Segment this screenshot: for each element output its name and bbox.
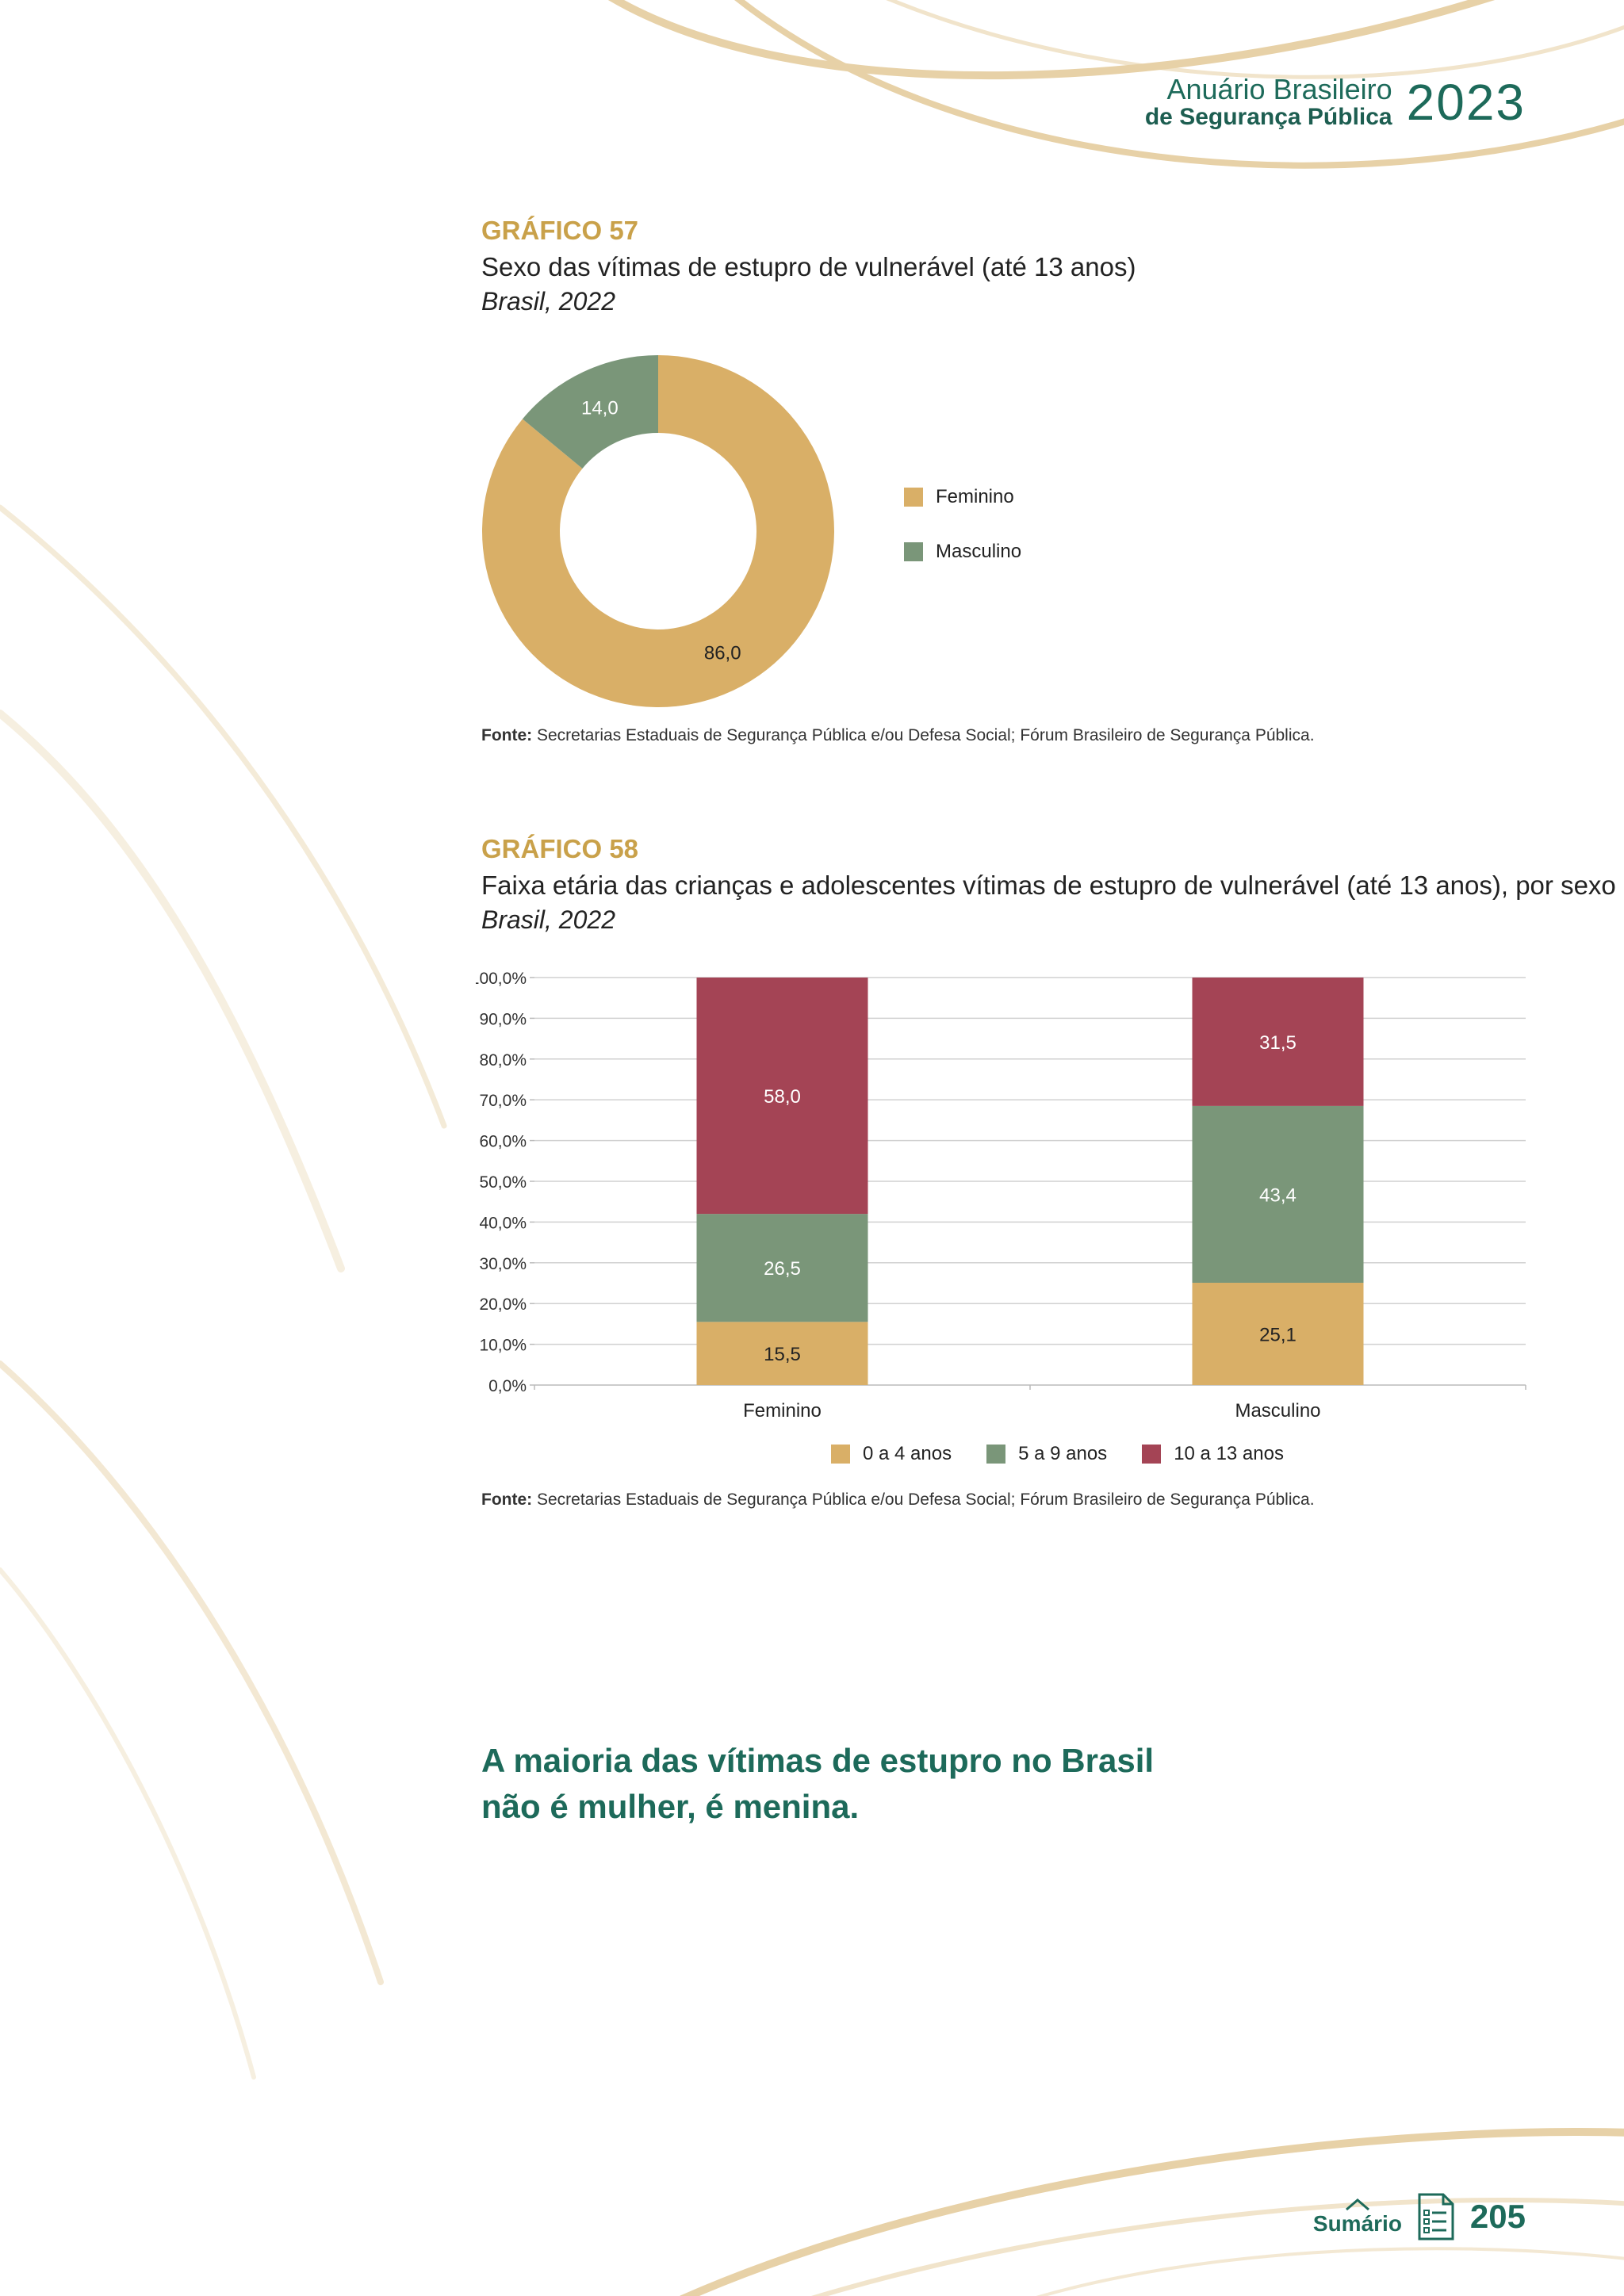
bar-label-masculino-0: 25,1: [1259, 1324, 1297, 1345]
graf58-label: GRÁFICO 58: [481, 834, 639, 863]
graf57-title: Sexo das vítimas de estupro de vulneráve…: [481, 252, 1136, 281]
brand-text: Anuário Brasileiro de Segurança Pública: [1145, 75, 1392, 129]
bar-label-masculino-2: 31,5: [1259, 1032, 1297, 1054]
legend-label-feminino: Feminino: [936, 486, 1014, 507]
bar-segment-masculino-1: [1192, 1105, 1364, 1283]
y-tick-label: 10,0%: [479, 1337, 527, 1355]
quote-line2: não é mulher, é menina.: [481, 1788, 860, 1825]
donut-label-feminino: 86,0: [704, 643, 741, 664]
quote-line1: A maioria das vítimas de estupro no Bras…: [481, 1742, 1155, 1779]
y-tick-label: 100,0%: [476, 970, 527, 988]
source-text: Secretarias Estaduais de Segurança Públi…: [532, 1490, 1315, 1509]
bar-segment-feminino-0: [696, 1322, 868, 1385]
legend-item-masculino: Masculino: [904, 538, 1021, 565]
y-tick-label: 30,0%: [479, 1255, 527, 1273]
chevron-up-icon: [1345, 2198, 1369, 2211]
legend-swatch-5-9: [986, 1445, 1006, 1464]
bar-legend: 0 a 4 anos 5 a 9 anos 10 a 13 anos: [831, 1443, 1284, 1465]
legend-label-0-4: 0 a 4 anos: [863, 1443, 952, 1464]
bar-segment-masculino-2: [1192, 978, 1364, 1106]
bar-segment-feminino-1: [696, 1214, 868, 1322]
source-label: Fonte:: [481, 1490, 533, 1509]
legend-item-0-4: 0 a 4 anos: [831, 1443, 952, 1465]
legend-item-feminino: Feminino: [904, 484, 1021, 511]
y-tick-label: 40,0%: [479, 1214, 527, 1232]
donut-chart: 86,0 14,0: [482, 355, 834, 707]
sumario-label: Sumário: [1312, 2211, 1402, 2236]
y-tick-label: 50,0%: [479, 1173, 527, 1192]
stacked-bar-chart: 0,0% 10,0% 20,0% 30,0% 40,0% 50,0% 60,0% 70,0% 8…: [476, 970, 1526, 1422]
bar-segment-feminino-2: [696, 978, 868, 1215]
legend-item-10-13: 10 a 13 anos: [1142, 1443, 1284, 1465]
bar-label-feminino-1: 26,5: [764, 1258, 801, 1280]
source-text: Secretarias Estaduais de Segurança Públi…: [532, 726, 1315, 744]
bar-label-feminino-2: 58,0: [764, 1086, 801, 1108]
legend-swatch-10-13: [1142, 1445, 1162, 1464]
legend-label-5-9: 5 a 9 anos: [1018, 1443, 1108, 1464]
sumario-link[interactable]: Sumário: [1313, 2197, 1402, 2237]
brand-header: Anuário Brasileiro de Segurança Pública …: [1145, 73, 1526, 132]
donut-label-masculino: 14,0: [581, 397, 619, 419]
brand-line2: de Segurança Pública: [1144, 104, 1392, 131]
legend-swatch-masculino: [904, 542, 923, 561]
y-tick-label: 80,0%: [479, 1051, 527, 1070]
donut-slice-masculino: [522, 355, 658, 469]
document-list-icon[interactable]: [1416, 2191, 1456, 2242]
donut-legend: Feminino Masculino: [904, 484, 1021, 593]
legend-label-masculino: Masculino: [936, 541, 1022, 562]
y-tick-label: 60,0%: [479, 1133, 527, 1151]
y-tick-label: 70,0%: [479, 1092, 527, 1110]
legend-swatch-0-4: [831, 1445, 850, 1464]
bar-label-feminino-0: 15,5: [764, 1344, 801, 1365]
x-category-label: Masculino: [1235, 1400, 1320, 1422]
legend-swatch-feminino: [904, 488, 923, 507]
graf57-subtitle: Brasil, 2022: [481, 287, 615, 316]
bar-label-masculino-1: 43,4: [1259, 1184, 1297, 1206]
graf58-title: Faixa etária das crianças e adolescentes…: [481, 871, 1616, 900]
legend-item-5-9: 5 a 9 anos: [986, 1443, 1107, 1465]
graf58-subtitle: Brasil, 2022: [481, 905, 615, 934]
legend-label-10-13: 10 a 13 anos: [1174, 1443, 1284, 1464]
highlight-quote: A maioria das vítimas de estupro no Bras…: [481, 1738, 1154, 1830]
brand-year: 2023: [1406, 74, 1526, 131]
y-tick-label: 20,0%: [479, 1295, 527, 1314]
footer: Sumário 205: [1313, 2191, 1526, 2242]
y-tick-label: 0,0%: [488, 1377, 527, 1395]
graf57-source: Fonte: Secretarias Estaduais de Seguranç…: [481, 726, 1315, 745]
bar-segment-masculino-0: [1192, 1282, 1364, 1385]
donut-slice-feminino: [482, 355, 834, 707]
page-number: 205: [1469, 2198, 1526, 2235]
y-tick-label: 90,0%: [479, 1010, 527, 1028]
source-label: Fonte:: [481, 726, 533, 744]
graf58-source: Fonte: Secretarias Estaduais de Seguranç…: [481, 1490, 1315, 1510]
graf57-label: GRÁFICO 57: [481, 216, 639, 245]
brand-line1: Anuário Brasileiro: [1166, 73, 1392, 106]
x-category-label: Feminino: [743, 1400, 822, 1422]
